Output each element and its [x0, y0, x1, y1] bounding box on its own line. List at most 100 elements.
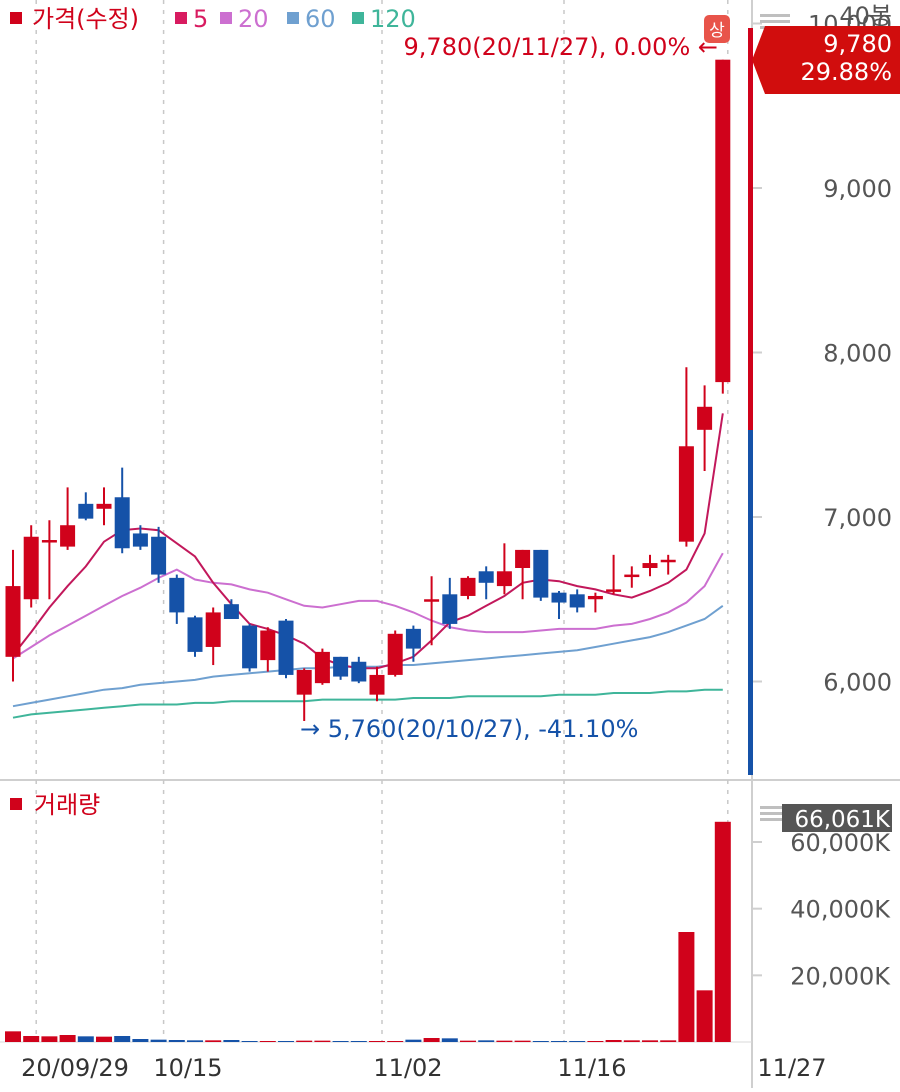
volume-bar[interactable]	[678, 932, 695, 1042]
candle-body[interactable]	[132, 533, 148, 547]
candle-body[interactable]	[460, 577, 476, 596]
legend-ma-label: 60	[305, 5, 336, 33]
volume-axis-label: 20,000K	[790, 962, 891, 990]
axis-menu-handle[interactable]	[760, 812, 790, 815]
volume-bar[interactable]	[660, 1040, 677, 1042]
volume-bar[interactable]	[132, 1039, 149, 1042]
volume-bar[interactable]	[369, 1041, 385, 1042]
volume-bar[interactable]	[241, 1041, 258, 1042]
candle-body[interactable]	[387, 633, 403, 675]
volume-bar[interactable]	[223, 1040, 240, 1042]
candle-body[interactable]	[314, 651, 330, 684]
candle-body[interactable]	[96, 503, 112, 509]
ma20-line	[12, 552, 724, 660]
candle-body[interactable]	[642, 563, 658, 568]
ma120-line	[12, 688, 723, 719]
volume-bar[interactable]	[696, 990, 713, 1042]
axis-menu-handle[interactable]	[760, 818, 790, 821]
legend-ma-marker	[352, 12, 364, 24]
candle-body[interactable]	[424, 599, 440, 602]
volume-bar[interactable]	[332, 1041, 349, 1042]
volume-bar[interactable]	[460, 1040, 476, 1042]
candle-body[interactable]	[478, 571, 494, 583]
volume-bar[interactable]	[96, 1036, 112, 1042]
candle-body[interactable]	[660, 559, 676, 563]
candle-body[interactable]	[223, 604, 239, 619]
axis-menu-handle[interactable]	[760, 20, 790, 23]
candle-body[interactable]	[533, 549, 549, 598]
candle-body[interactable]	[369, 674, 385, 695]
candle-body[interactable]	[205, 612, 221, 647]
candle-body[interactable]	[442, 594, 458, 624]
volume-bar[interactable]	[168, 1040, 185, 1042]
axis-menu-handle[interactable]	[760, 806, 790, 809]
legend-volume-marker	[10, 798, 22, 810]
candle-body[interactable]	[405, 628, 421, 649]
volume-bar[interactable]	[114, 1036, 131, 1042]
volume-bar[interactable]	[551, 1041, 567, 1042]
volume-bar[interactable]	[187, 1040, 203, 1042]
candle-body[interactable]	[551, 592, 567, 603]
volume-bar[interactable]	[605, 1040, 622, 1042]
volume-axis-label: 60,000K	[790, 829, 891, 857]
candle-body[interactable]	[5, 586, 21, 657]
candle-body[interactable]	[296, 669, 312, 695]
candle-body[interactable]	[697, 406, 713, 430]
volume-bar[interactable]	[314, 1040, 331, 1042]
candle-body[interactable]	[78, 503, 94, 519]
volume-bar[interactable]	[642, 1040, 658, 1042]
legend-ma-marker	[220, 12, 232, 24]
volume-bar[interactable]	[569, 1041, 586, 1042]
candle-body[interactable]	[187, 617, 203, 652]
volume-bar[interactable]	[350, 1041, 367, 1042]
volume-bar[interactable]	[478, 1040, 495, 1042]
volume-bar[interactable]	[41, 1036, 58, 1042]
volume-bar[interactable]	[5, 1031, 21, 1042]
volume-bar[interactable]	[714, 821, 731, 1042]
candle-body[interactable]	[260, 630, 276, 661]
volume-bar[interactable]	[405, 1039, 422, 1042]
candle-body[interactable]	[41, 540, 57, 543]
volume-bar[interactable]	[423, 1038, 440, 1042]
volume-bar[interactable]	[59, 1035, 76, 1042]
legend-ma-marker	[175, 12, 187, 24]
candle-body[interactable]	[606, 589, 622, 592]
candle-body[interactable]	[515, 549, 531, 568]
candle-body[interactable]	[351, 661, 367, 682]
candle-body[interactable]	[569, 594, 585, 608]
volume-bar[interactable]	[150, 1039, 167, 1042]
price-axis-label: 9,000	[823, 175, 892, 203]
volume-bar[interactable]	[441, 1038, 458, 1042]
legend-price-label: 가격(수정)	[32, 5, 139, 33]
candle-body[interactable]	[587, 595, 603, 600]
candle-body[interactable]	[278, 620, 294, 675]
volume-bar[interactable]	[205, 1040, 222, 1042]
candle-body[interactable]	[169, 577, 185, 613]
legend-ma-label: 20	[238, 5, 269, 33]
candle-body[interactable]	[242, 625, 258, 669]
candle-body[interactable]	[496, 571, 512, 587]
candle-body[interactable]	[715, 59, 731, 383]
volume-bar[interactable]	[387, 1041, 404, 1042]
candle-body[interactable]	[60, 525, 76, 547]
volume-bar[interactable]	[514, 1040, 531, 1042]
volume-bar[interactable]	[77, 1036, 94, 1042]
volume-bar[interactable]	[296, 1040, 313, 1042]
candle-body[interactable]	[678, 446, 694, 542]
volume-bar[interactable]	[259, 1041, 276, 1042]
volume-bar[interactable]	[532, 1041, 549, 1042]
candle-body[interactable]	[23, 536, 39, 600]
candle-body[interactable]	[624, 574, 640, 578]
candle-body[interactable]	[151, 536, 167, 575]
axis-menu-handle[interactable]	[760, 14, 790, 17]
volume-axis-label: 40,000K	[790, 896, 891, 924]
candle-body[interactable]	[333, 656, 349, 677]
volume-bar[interactable]	[496, 1040, 513, 1042]
volume-bar[interactable]	[278, 1041, 294, 1042]
candle-body[interactable]	[114, 497, 130, 549]
volume-bar[interactable]	[587, 1041, 604, 1042]
volume-bar[interactable]	[23, 1036, 40, 1042]
volume-bar[interactable]	[623, 1040, 640, 1042]
